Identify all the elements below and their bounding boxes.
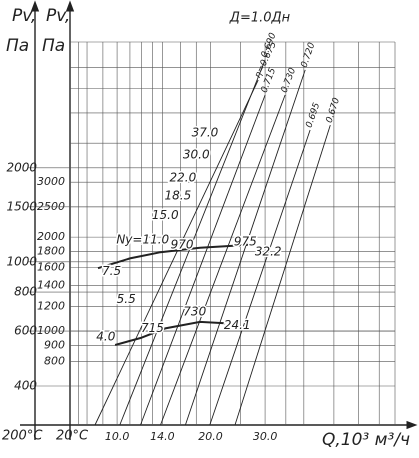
efficiency-label: 0.670 (325, 96, 342, 124)
x-tick-label: 20.0 (198, 430, 223, 443)
x-tick-label: 10.0 (105, 430, 130, 443)
annotation: 715 (141, 321, 164, 335)
y-unit: Па (42, 36, 65, 56)
y2-tick-label: 600 (14, 324, 37, 338)
efficiency-line (94, 79, 259, 426)
efficiency-line (209, 129, 311, 426)
y-tick-label: 3000 (37, 175, 65, 188)
y2-tick-label: 800 (14, 285, 37, 299)
annotation: 24.1 (224, 318, 251, 332)
y2-label: Pv, (12, 6, 36, 26)
y2-temp: 200°С (2, 429, 43, 444)
y-temp: 20°С (56, 429, 89, 444)
annotation: Ny=11.0 (116, 232, 169, 246)
annotation: 18.5 (164, 188, 191, 202)
efficiency-line (119, 59, 266, 426)
y-tick-label: 1800 (37, 244, 65, 257)
y-tick-label: 900 (44, 338, 65, 351)
efficiency-line (184, 69, 306, 426)
speed-curve (114, 320, 226, 346)
x-label: Q,10³ м³/ч (322, 430, 410, 450)
y-tick-label: 2500 (37, 200, 65, 213)
annotation: 32.2 (255, 245, 282, 259)
annotation: 15.0 (152, 208, 179, 222)
annotation: 37.0 (192, 126, 219, 140)
y-tick-label: 1600 (37, 260, 65, 273)
y-tick-label: 2000 (37, 230, 65, 243)
annotation: 5.5 (117, 292, 136, 306)
y2-unit: Па (6, 36, 29, 56)
x-tick-label: 14.0 (150, 430, 175, 443)
y2-tick-label: 1500 (6, 199, 37, 213)
annotation: 970 (171, 237, 194, 251)
annotation: 30.0 (183, 148, 210, 162)
annotation: 4.0 (96, 330, 115, 344)
annotation: 975 (234, 234, 257, 248)
y2-tick-label: 2000 (6, 160, 37, 174)
efficiency-line (160, 94, 286, 426)
efficiency-label: 0.695 (305, 101, 323, 129)
y-tick-label: 1200 (37, 299, 65, 312)
y-label: Pv, (46, 6, 70, 26)
efficiency-line (140, 94, 266, 426)
y2-tick-label: 1000 (6, 254, 37, 268)
y-tick-label: 800 (44, 354, 65, 367)
chart-title: Д=1.0Дн (229, 11, 291, 26)
efficiency-line (234, 124, 331, 426)
annotation: 22.0 (170, 171, 197, 185)
efficiency-label: 0.720 (300, 41, 318, 69)
efficiency-label: 0.730 (280, 66, 299, 94)
y-tick-label: 1000 (37, 324, 65, 337)
y2-tick-label: 400 (14, 379, 37, 393)
annotation: 7.5 (102, 264, 121, 278)
y-tick-label: 1400 (37, 278, 65, 291)
annotation: 730 (183, 305, 206, 319)
x-tick-label: 30.0 (253, 430, 278, 443)
speed-curve (97, 243, 251, 270)
